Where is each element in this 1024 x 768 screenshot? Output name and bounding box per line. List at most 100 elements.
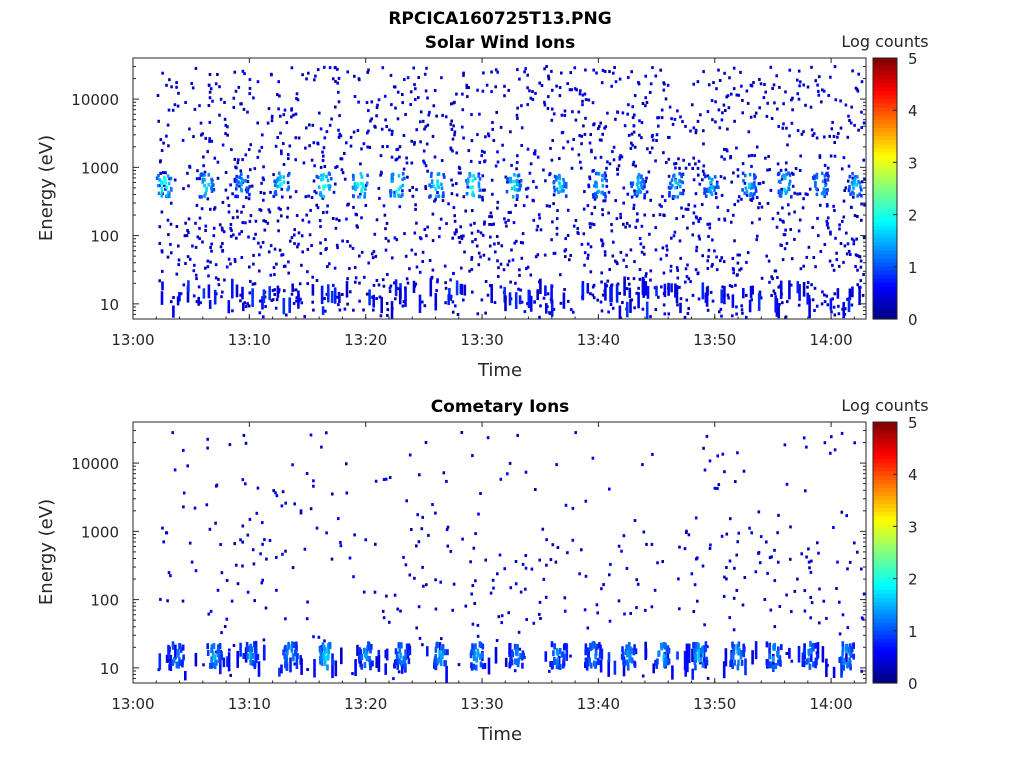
heatmap-cell <box>785 242 789 245</box>
heatmap-cell <box>252 253 255 257</box>
colorbar-segment <box>873 540 897 545</box>
heatmap-cell <box>658 203 662 207</box>
heatmap-cell <box>156 94 160 97</box>
heatmap-cell <box>765 540 768 544</box>
heatmap-cell <box>847 164 851 168</box>
heatmap-cell <box>202 663 205 667</box>
heatmap-cell <box>826 216 830 220</box>
heatmap-cell <box>388 286 392 290</box>
heatmap-cell <box>723 575 726 579</box>
heatmap-cell <box>584 643 588 650</box>
heatmap-cell <box>668 105 672 109</box>
heatmap-cell <box>538 612 541 616</box>
heatmap-cell <box>584 116 587 120</box>
heatmap-cell <box>165 654 169 663</box>
heatmap-cell <box>481 195 484 199</box>
heatmap-cell <box>626 661 630 668</box>
heatmap-cell <box>836 288 840 299</box>
heatmap-cell <box>708 176 711 180</box>
heatmap-cell <box>597 659 600 665</box>
heatmap-cell <box>771 87 774 90</box>
colorbar-segment <box>873 119 897 124</box>
heatmap-cell <box>273 183 277 188</box>
heatmap-cell <box>436 280 439 284</box>
heatmap-cell <box>500 614 504 618</box>
heatmap-cell <box>785 161 788 165</box>
heatmap-cell <box>241 221 244 225</box>
heatmap-cell <box>519 288 523 292</box>
heatmap-cell <box>466 181 469 185</box>
heatmap-cell <box>428 259 432 262</box>
heatmap-cell <box>723 470 726 474</box>
heatmap-cell <box>220 571 224 575</box>
heatmap-cell <box>686 312 690 315</box>
heatmap-cell <box>345 141 348 145</box>
heatmap-cell <box>757 206 760 210</box>
heatmap-cell <box>856 268 859 272</box>
heatmap-cell <box>481 89 485 93</box>
heatmap-cell <box>745 260 748 264</box>
heatmap-cell <box>323 659 327 666</box>
heatmap-cell <box>380 170 383 174</box>
heatmap-cell <box>583 263 586 267</box>
heatmap-cell <box>675 266 679 270</box>
heatmap-cell <box>636 212 639 216</box>
heatmap-cell <box>835 251 838 255</box>
heatmap-cell <box>420 527 424 531</box>
heatmap-cell <box>413 142 416 146</box>
heatmap-cell <box>297 136 301 140</box>
heatmap-cell <box>363 647 366 654</box>
heatmap-cell <box>500 621 503 625</box>
heatmap-cell <box>683 650 687 671</box>
heatmap-cell <box>810 65 813 69</box>
heatmap-cell <box>741 171 745 176</box>
colorbar-segment <box>873 184 897 190</box>
heatmap-cell <box>478 160 482 164</box>
heatmap-cell <box>821 290 824 294</box>
heatmap-cell <box>463 250 466 254</box>
heatmap-cell <box>421 643 424 647</box>
heatmap-cell <box>452 272 455 275</box>
heatmap-cell <box>636 192 640 196</box>
heatmap-cell <box>326 204 329 208</box>
heatmap-cell <box>823 163 827 167</box>
heatmap-cell <box>660 644 663 651</box>
heatmap-cell <box>693 642 697 648</box>
heatmap-cell <box>752 81 755 85</box>
x-tick-label: 13:30 <box>460 331 503 349</box>
heatmap-cell <box>760 205 764 209</box>
heatmap-cell <box>678 285 681 289</box>
heatmap-cell <box>401 101 404 105</box>
heatmap-cell <box>588 222 592 226</box>
heatmap-cell <box>515 239 518 243</box>
heatmap-cell <box>219 649 223 656</box>
heatmap-cell <box>188 127 191 131</box>
heatmap-cell <box>345 281 349 298</box>
heatmap-cell <box>273 179 276 183</box>
heatmap-cell <box>841 641 845 648</box>
heatmap-cell <box>815 659 818 666</box>
heatmap-cell <box>665 244 668 248</box>
heatmap-cell <box>794 167 798 170</box>
heatmap-cell <box>604 195 607 199</box>
heatmap-cell <box>464 604 468 608</box>
heatmap-cell <box>826 166 830 170</box>
heatmap-cell <box>632 130 636 134</box>
heatmap-cell <box>353 266 357 269</box>
heatmap-cell <box>663 643 667 650</box>
heatmap-cell <box>717 108 721 112</box>
heatmap-cell <box>629 299 632 313</box>
heatmap-cell <box>600 648 604 660</box>
heatmap-cell <box>397 642 401 649</box>
heatmap-cell <box>446 525 450 529</box>
colorbar-segment <box>873 278 897 283</box>
heatmap-cell <box>692 156 695 160</box>
heatmap-cell <box>853 123 856 127</box>
heatmap-cell <box>456 313 460 316</box>
heatmap-cell <box>442 471 446 475</box>
heatmap-cell <box>563 609 567 613</box>
heatmap-cell <box>625 221 629 225</box>
heatmap-cell <box>851 190 854 194</box>
heatmap-cell <box>570 88 573 92</box>
heatmap-cell <box>499 285 503 289</box>
